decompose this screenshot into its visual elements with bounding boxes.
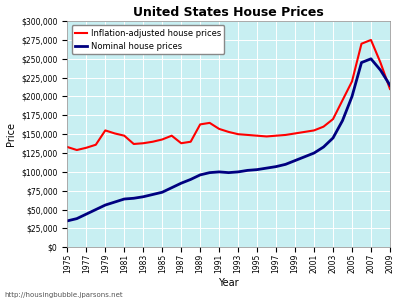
Nominal house prices bbox=[188, 178, 193, 181]
Inflation-adjusted house prices bbox=[150, 140, 155, 143]
Nominal house prices bbox=[141, 195, 146, 199]
Line: Inflation-adjusted house prices: Inflation-adjusted house prices bbox=[67, 40, 390, 150]
Nominal house prices bbox=[331, 136, 336, 140]
Nominal house prices bbox=[150, 193, 155, 196]
Inflation-adjusted house prices bbox=[236, 132, 240, 136]
Inflation-adjusted house prices bbox=[74, 148, 79, 152]
Inflation-adjusted house prices bbox=[283, 133, 288, 137]
Nominal house prices bbox=[217, 170, 222, 174]
Nominal house prices bbox=[359, 61, 364, 64]
Inflation-adjusted house prices bbox=[141, 141, 146, 145]
Nominal house prices bbox=[264, 166, 269, 170]
Nominal house prices bbox=[226, 171, 231, 174]
Nominal house prices bbox=[388, 83, 392, 87]
Inflation-adjusted house prices bbox=[207, 121, 212, 125]
Nominal house prices bbox=[340, 119, 345, 122]
Nominal house prices bbox=[274, 165, 278, 168]
Inflation-adjusted house prices bbox=[302, 130, 307, 134]
Inflation-adjusted house prices bbox=[160, 138, 165, 141]
Inflation-adjusted house prices bbox=[122, 134, 127, 137]
Nominal house prices bbox=[65, 219, 70, 223]
Inflation-adjusted house prices bbox=[179, 141, 184, 145]
Inflation-adjusted house prices bbox=[340, 98, 345, 102]
Nominal house prices bbox=[236, 170, 240, 174]
Nominal house prices bbox=[131, 196, 136, 200]
Nominal house prices bbox=[245, 169, 250, 172]
Inflation-adjusted house prices bbox=[217, 127, 222, 131]
Nominal house prices bbox=[198, 173, 202, 177]
Inflation-adjusted house prices bbox=[169, 134, 174, 137]
Inflation-adjusted house prices bbox=[93, 143, 98, 146]
Nominal house prices bbox=[74, 217, 79, 220]
Inflation-adjusted house prices bbox=[112, 132, 117, 135]
Nominal house prices bbox=[283, 163, 288, 166]
Nominal house prices bbox=[169, 186, 174, 190]
Inflation-adjusted house prices bbox=[131, 142, 136, 146]
Nominal house prices bbox=[293, 159, 298, 162]
Nominal house prices bbox=[207, 171, 212, 174]
Inflation-adjusted house prices bbox=[255, 134, 260, 137]
Inflation-adjusted house prices bbox=[226, 130, 231, 134]
Nominal house prices bbox=[378, 68, 383, 72]
Inflation-adjusted house prices bbox=[84, 146, 89, 150]
X-axis label: Year: Year bbox=[218, 278, 239, 288]
Inflation-adjusted house prices bbox=[368, 38, 373, 42]
Inflation-adjusted house prices bbox=[103, 129, 108, 132]
Line: Nominal house prices: Nominal house prices bbox=[67, 59, 390, 221]
Inflation-adjusted house prices bbox=[274, 134, 278, 137]
Inflation-adjusted house prices bbox=[331, 117, 336, 121]
Nominal house prices bbox=[302, 155, 307, 159]
Nominal house prices bbox=[103, 203, 108, 207]
Nominal house prices bbox=[160, 190, 165, 194]
Y-axis label: Price: Price bbox=[6, 122, 16, 146]
Inflation-adjusted house prices bbox=[388, 87, 392, 91]
Nominal house prices bbox=[179, 182, 184, 185]
Inflation-adjusted house prices bbox=[378, 61, 383, 64]
Nominal house prices bbox=[122, 197, 127, 201]
Nominal house prices bbox=[93, 208, 98, 211]
Nominal house prices bbox=[350, 95, 354, 98]
Nominal house prices bbox=[255, 168, 260, 171]
Text: http://housingbubble.jparsons.net: http://housingbubble.jparsons.net bbox=[4, 292, 123, 298]
Inflation-adjusted house prices bbox=[293, 132, 298, 135]
Nominal house prices bbox=[112, 200, 117, 204]
Inflation-adjusted house prices bbox=[321, 125, 326, 128]
Nominal house prices bbox=[84, 212, 89, 216]
Nominal house prices bbox=[312, 151, 316, 155]
Title: United States House Prices: United States House Prices bbox=[133, 6, 324, 19]
Nominal house prices bbox=[368, 57, 373, 61]
Legend: Inflation-adjusted house prices, Nominal house prices: Inflation-adjusted house prices, Nominal… bbox=[72, 25, 224, 54]
Inflation-adjusted house prices bbox=[359, 42, 364, 46]
Inflation-adjusted house prices bbox=[188, 140, 193, 143]
Inflation-adjusted house prices bbox=[350, 80, 354, 83]
Inflation-adjusted house prices bbox=[198, 123, 202, 126]
Inflation-adjusted house prices bbox=[264, 135, 269, 138]
Inflation-adjusted house prices bbox=[65, 145, 70, 149]
Inflation-adjusted house prices bbox=[312, 129, 316, 132]
Nominal house prices bbox=[321, 145, 326, 149]
Inflation-adjusted house prices bbox=[245, 133, 250, 137]
